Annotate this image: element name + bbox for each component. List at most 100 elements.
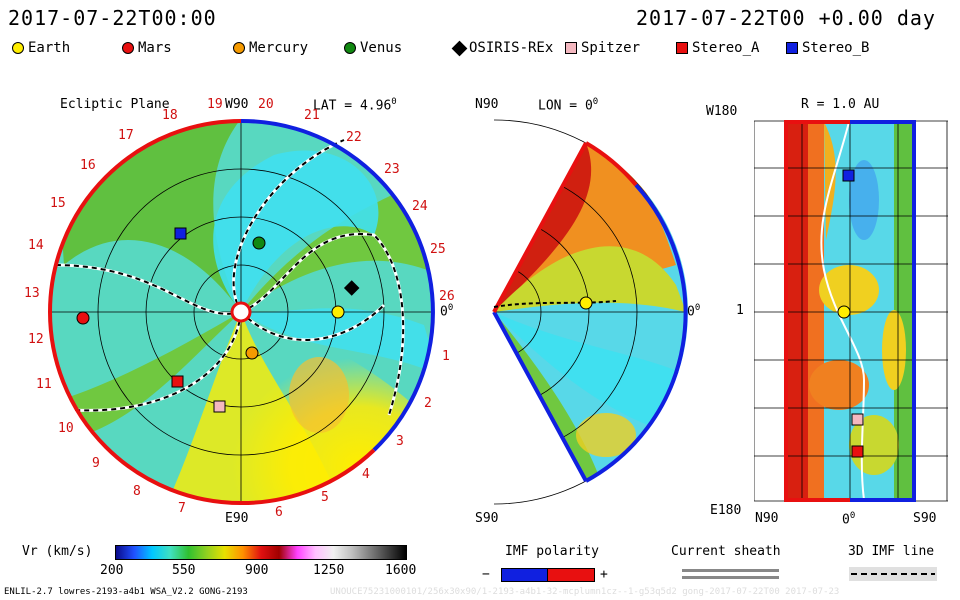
carrington-label: 7	[178, 501, 186, 516]
carrington-label: 14	[28, 238, 44, 253]
imf-plus-label: +	[600, 567, 608, 582]
carrington-label: 21	[304, 108, 320, 123]
stereo-b-icon	[842, 169, 855, 182]
carrington-label: 8	[133, 484, 141, 499]
carrington-label: 12	[28, 332, 44, 347]
stereo-a-icon	[171, 375, 184, 388]
earth-icon	[579, 296, 593, 310]
colorbar-tick: 550	[172, 563, 196, 578]
right-timestamp: 2017-07-22T00 +0.00 day	[636, 6, 936, 30]
carrington-label: 10	[58, 421, 74, 436]
carrington-label: 3	[396, 434, 404, 449]
earth-marker-icon	[12, 42, 24, 54]
legend-label: Stereo_A	[692, 40, 760, 56]
legend-label: Mars	[138, 40, 172, 56]
ecliptic-plane-plot	[48, 118, 435, 506]
carrington-label: 23	[384, 162, 400, 177]
mars-marker-icon	[122, 42, 134, 54]
longitude-latitude-map	[754, 120, 948, 502]
carrington-label: 2	[424, 396, 432, 411]
legend-stereo-b: Stereo_B	[786, 40, 869, 56]
map-title: R = 1.0 AU	[801, 97, 880, 112]
legend-venus: Venus	[344, 40, 402, 56]
osiris-rex-marker-icon	[451, 40, 468, 56]
colorbar-tick: 1250	[313, 563, 345, 578]
map-x-mid-label: 00	[842, 511, 856, 528]
carrington-label: 26	[439, 289, 455, 304]
map-top-left-label: W180	[706, 104, 738, 119]
velocity-colorbar	[115, 545, 407, 560]
colorbar-tick: 900	[245, 563, 269, 578]
imf-line-label: 3D IMF line	[848, 544, 935, 559]
imf-polarity-label: IMF polarity	[505, 544, 599, 559]
stereo-b-icon	[174, 227, 187, 240]
footer-model-info: ENLIL-2.7 lowres-2193-a4b1 WSA_V2.2 GONG…	[4, 587, 248, 597]
imf-positive-swatch	[547, 568, 595, 582]
carrington-label: 4	[362, 467, 370, 482]
carrington-label: 15	[50, 196, 66, 211]
colorbar-tick: 200	[100, 563, 124, 578]
map-x-right-label: S90	[913, 511, 937, 526]
carrington-label: 11	[36, 377, 52, 392]
carrington-label: 13	[24, 286, 40, 301]
carrington-label: 24	[412, 199, 428, 214]
legend-stereo-a: Stereo_A	[676, 40, 759, 56]
meridional-right-label: 00	[687, 303, 701, 320]
venus-icon	[252, 236, 266, 250]
venus-marker-icon	[344, 42, 356, 54]
ecliptic-bottom-label: E90	[225, 511, 249, 526]
map-mid-left-label: 1	[736, 303, 744, 318]
carrington-label: 9	[92, 456, 100, 471]
legend-mars: Mars	[122, 40, 172, 56]
stereo-a-icon	[851, 445, 864, 458]
legend-label: Earth	[28, 40, 71, 56]
carrington-label: 19	[207, 97, 223, 112]
carrington-label: 16	[80, 158, 96, 173]
carrington-label: 17	[118, 128, 134, 143]
current-sheath-label: Current sheath	[671, 544, 781, 559]
imf-minus-label: −	[482, 567, 490, 582]
current-sheath-line	[682, 576, 779, 579]
legend-label: Spitzer	[581, 40, 641, 56]
carrington-label: 5	[321, 490, 329, 505]
meridional-lon-label: LON = 00	[538, 97, 599, 114]
legend-label: Stereo_B	[802, 40, 870, 56]
legend-spitzer: Spitzer	[565, 40, 640, 56]
ecliptic-title: Ecliptic Plane	[60, 97, 170, 112]
imf-negative-swatch	[501, 568, 549, 582]
meridional-top-label: N90	[475, 97, 499, 112]
ecliptic-lat-label: LAT = 4.960	[313, 97, 397, 114]
stereo-b-marker-icon	[786, 42, 798, 54]
current-sheath-line	[682, 569, 779, 572]
carrington-label: 20	[258, 97, 274, 112]
imf-line-sample	[849, 567, 937, 581]
carrington-label: 6	[275, 505, 283, 520]
carrington-label: 18	[162, 108, 178, 123]
map-bottom-left-label: E180	[710, 503, 742, 518]
meridional-plot	[492, 119, 689, 505]
mercury-marker-icon	[233, 42, 245, 54]
earth-icon	[331, 305, 345, 319]
spitzer-icon	[851, 413, 864, 426]
ecliptic-right-label: 00	[440, 303, 454, 320]
map-x-left-label: N90	[755, 511, 779, 526]
spitzer-marker-icon	[565, 42, 577, 54]
legend-label: OSIRIS-REx	[469, 40, 554, 56]
spitzer-icon	[213, 400, 226, 413]
footer-run-id: UNOUCE75231000101/256x30x90/1-2193-a4b1-…	[330, 587, 840, 597]
carrington-label: 22	[346, 130, 362, 145]
legend-mercury: Mercury	[233, 40, 308, 56]
osiris-rex-icon	[343, 280, 360, 296]
mars-icon	[76, 311, 90, 325]
colorbar-tick: 1600	[385, 563, 417, 578]
legend-osiris-rex: OSIRIS-REx	[451, 40, 554, 56]
carrington-label: 1	[442, 349, 450, 364]
meridional-bottom-label: S90	[475, 511, 499, 526]
mercury-icon	[245, 346, 259, 360]
earth-icon	[837, 305, 851, 319]
carrington-label: 25	[430, 242, 446, 257]
stereo-a-marker-icon	[676, 42, 688, 54]
legend-label: Mercury	[249, 40, 309, 56]
left-timestamp: 2017-07-22T00:00	[8, 6, 217, 30]
legend-label: Venus	[360, 40, 403, 56]
